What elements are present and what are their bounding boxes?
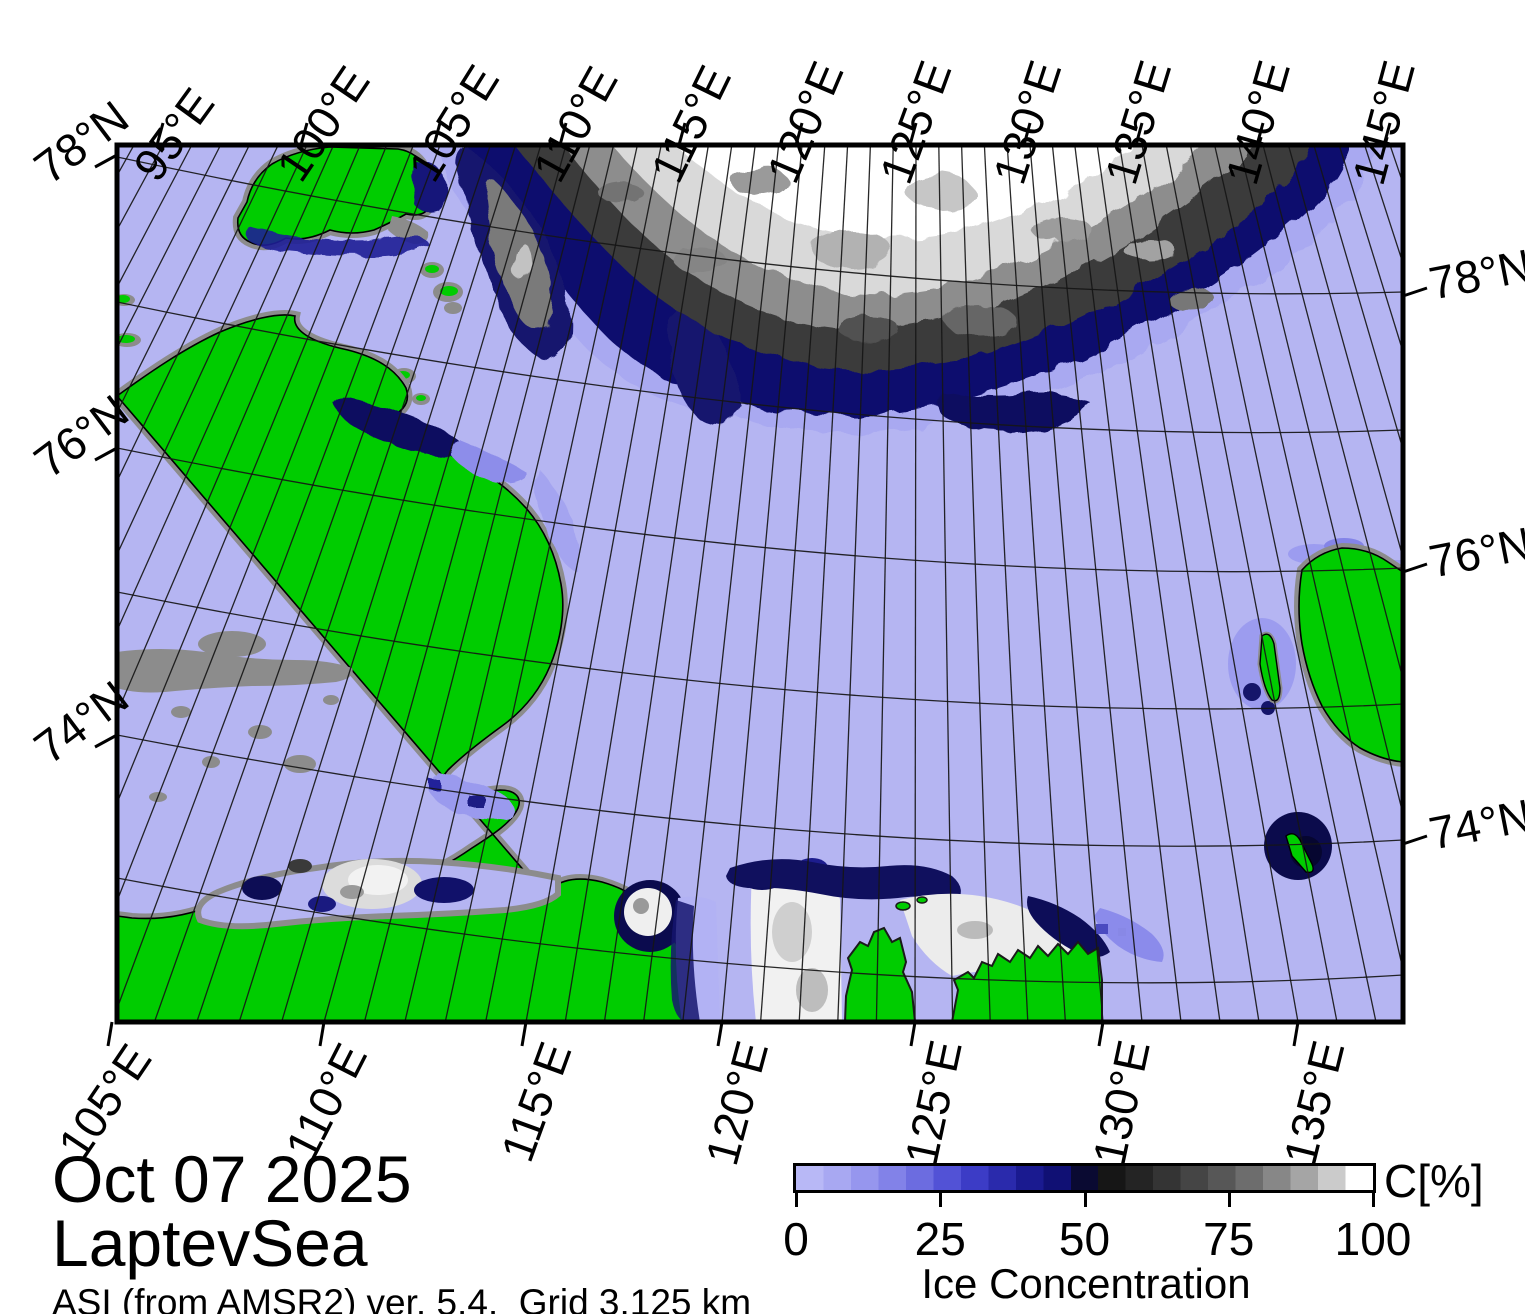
longitude-meridian <box>117 145 361 715</box>
longitude-meridian <box>1213 145 1403 973</box>
latitude-tick-left <box>94 153 118 169</box>
longitude-tick-top <box>677 122 687 146</box>
longitude-meridian <box>682 145 780 1022</box>
longitude-meridian <box>1189 145 1377 1022</box>
map-frame <box>114 142 1406 1025</box>
longitude-tick-top <box>1134 122 1144 146</box>
longitude-meridian <box>960 145 991 1022</box>
longitude-tick-top <box>558 122 568 146</box>
longitude-meridian <box>1051 145 1143 1022</box>
longitude-meridian <box>404 145 615 1022</box>
longitude-tick-bottom <box>318 1021 326 1047</box>
longitude-meridian <box>1141 145 1299 1022</box>
map-date: Oct 07 2025 <box>52 1142 412 1216</box>
longitude-meridian <box>1287 145 1403 561</box>
latitude-tick-right <box>1402 286 1428 298</box>
frame-ticks <box>94 122 1428 1047</box>
longitude-meridian <box>875 145 894 1022</box>
longitude-meridian <box>1165 145 1338 1022</box>
longitude-meridian <box>837 145 872 1022</box>
longitude-meridian <box>983 145 1029 1022</box>
longitude-meridian <box>914 145 917 1022</box>
longitude-meridian <box>117 145 415 903</box>
longitude-meridian <box>1006 145 1067 1022</box>
longitude-meridian <box>484 145 662 1022</box>
longitude-meridian <box>798 145 849 1022</box>
colorbar-tick <box>795 1190 798 1207</box>
longitude-meridian <box>196 145 492 1022</box>
longitude-meridian <box>117 145 335 633</box>
latitude-tick-left <box>94 446 118 462</box>
title-block: Oct 07 2025 LaptevSea ASI (from AMSR2) v… <box>52 1146 751 1314</box>
longitude-tick-bottom <box>106 1021 114 1047</box>
graticule <box>117 145 1403 1022</box>
latitude-tick-right <box>1402 562 1428 574</box>
colorbar-tick <box>1372 1190 1375 1207</box>
latitude-parallel <box>117 877 1403 984</box>
longitude-meridian <box>117 145 250 414</box>
map-source-note: ASI (from AMSR2) ver. 5.4, Grid 3.125 km <box>52 1282 752 1314</box>
longitude-meridian <box>280 145 542 1022</box>
longitude-meridian <box>117 145 441 1011</box>
longitude-tick-top <box>1382 122 1392 146</box>
map-region-title: LaptevSea <box>52 1206 368 1280</box>
longitude-tick-top <box>432 122 442 146</box>
longitude-tick-top <box>1255 122 1265 146</box>
longitude-meridian <box>1262 145 1403 682</box>
longitude-tick-bottom <box>520 1021 528 1047</box>
colorbar-tick-label: 75 <box>1203 1213 1255 1265</box>
longitude-tick-bottom <box>909 1021 917 1047</box>
colorbar-tick <box>1083 1190 1087 1207</box>
longitude-tick-top <box>908 122 918 146</box>
colorbar-tick-label: 0 <box>783 1213 809 1265</box>
longitude-meridian <box>1338 145 1403 354</box>
longitude-meridian <box>238 145 517 1022</box>
longitude-meridian <box>721 145 803 1022</box>
colorbar-tick-label: 100 <box>1334 1213 1412 1265</box>
latitude-tick-right <box>1402 834 1428 846</box>
longitude-meridian <box>117 145 279 483</box>
longitude-meridian <box>153 145 466 1022</box>
latitude-parallel <box>117 156 1403 295</box>
latitude-parallel <box>117 734 1403 847</box>
colorbar-tick-label: 50 <box>1058 1213 1111 1265</box>
longitude-tick-top <box>794 122 804 146</box>
longitude-meridian <box>1074 145 1182 1022</box>
longitude-tick-bottom <box>1292 1021 1300 1047</box>
colorbar-tick <box>1227 1190 1231 1207</box>
longitude-meridian <box>363 145 591 1022</box>
ice-concentration-colorbar <box>793 1163 1376 1193</box>
longitude-meridian <box>938 145 954 1022</box>
colorbar-tick-label: 25 <box>914 1213 966 1265</box>
longitude-tick-top <box>299 122 309 146</box>
longitude-meridian <box>525 145 686 1022</box>
longitude-meridian <box>117 145 135 177</box>
colorbar-tick <box>939 1190 943 1207</box>
latitude-tick-left <box>94 733 118 749</box>
longitude-tick-bottom <box>1097 1021 1105 1047</box>
longitude-meridian <box>323 145 567 1022</box>
longitude-meridian <box>1029 145 1104 1022</box>
colorbar-axis-label: Ice Concentration <box>921 1260 1251 1307</box>
latitude-parallel <box>117 301 1403 434</box>
longitude-meridian <box>1313 145 1403 452</box>
longitude-tick-top <box>1022 122 1032 146</box>
latitude-parallel <box>117 447 1403 573</box>
longitude-tick-top <box>155 122 165 146</box>
map-canvas <box>117 145 1403 1022</box>
longitude-meridian <box>759 145 826 1022</box>
longitude-meridian <box>642 145 756 1022</box>
longitude-meridian <box>1238 145 1403 817</box>
longitude-tick-bottom <box>716 1021 724 1047</box>
longitude-meridian <box>117 145 388 805</box>
latitude-parallel <box>117 591 1403 710</box>
longitude-meridian <box>603 145 733 1022</box>
longitude-meridian <box>117 145 222 350</box>
longitude-meridian <box>117 145 308 556</box>
colorbar-unit-label: C[%] <box>1384 1155 1484 1207</box>
longitude-meridian <box>564 145 710 1022</box>
longitude-meridian <box>444 145 639 1022</box>
